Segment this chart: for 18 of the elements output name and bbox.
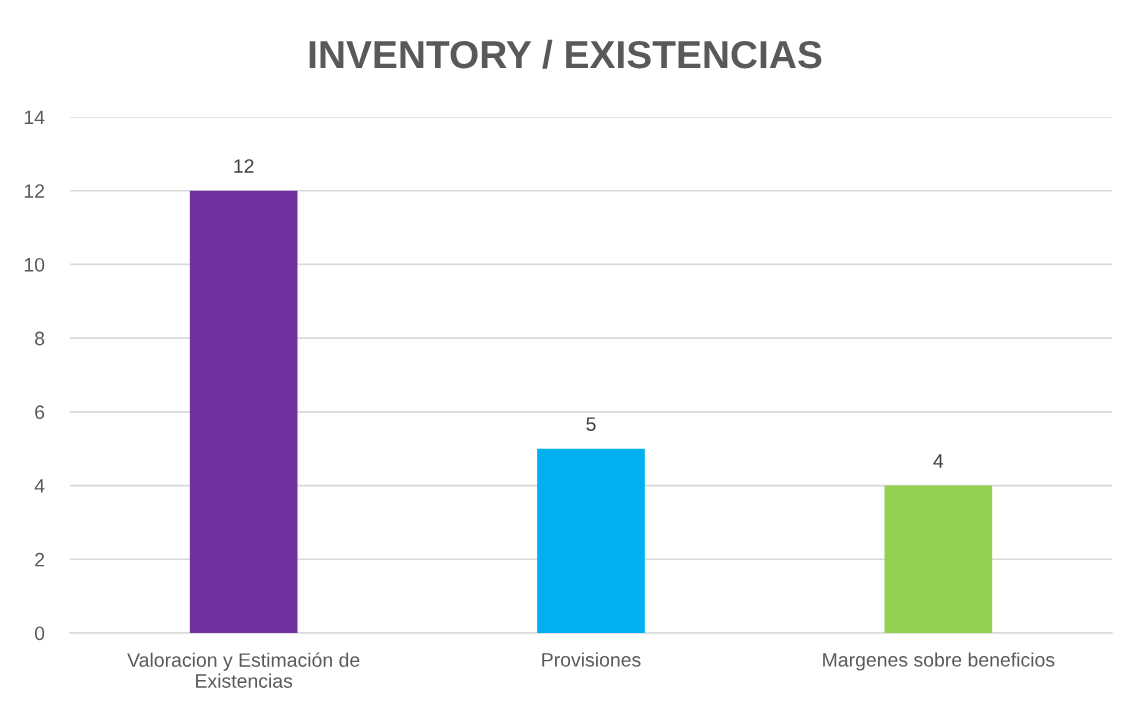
- bar: [537, 448, 645, 633]
- bar: [884, 485, 993, 633]
- y-tick-label: 14: [24, 110, 45, 125]
- x-tick-label: Margenes sobre beneficios: [823, 652, 1055, 671]
- y-tick-label: 10: [24, 257, 45, 272]
- chart-title: INVENTORY / EXISTENCIAS: [309, 39, 822, 69]
- y-tick-label: 8: [35, 331, 45, 346]
- data-label: 5: [586, 417, 596, 431]
- x-tick-label: Valoracion y Estimación de Existencias: [127, 652, 360, 688]
- data-label: 12: [234, 159, 254, 173]
- y-tick-label: 0: [34, 626, 45, 641]
- x-tick-label: Provisiones: [542, 652, 641, 667]
- data-label: 4: [933, 454, 944, 468]
- y-tick-label: 6: [35, 405, 45, 420]
- bar: [189, 190, 298, 633]
- y-tick-label: 2: [35, 552, 45, 567]
- y-tick-label: 12: [24, 184, 45, 198]
- y-tick-label: 4: [34, 479, 45, 493]
